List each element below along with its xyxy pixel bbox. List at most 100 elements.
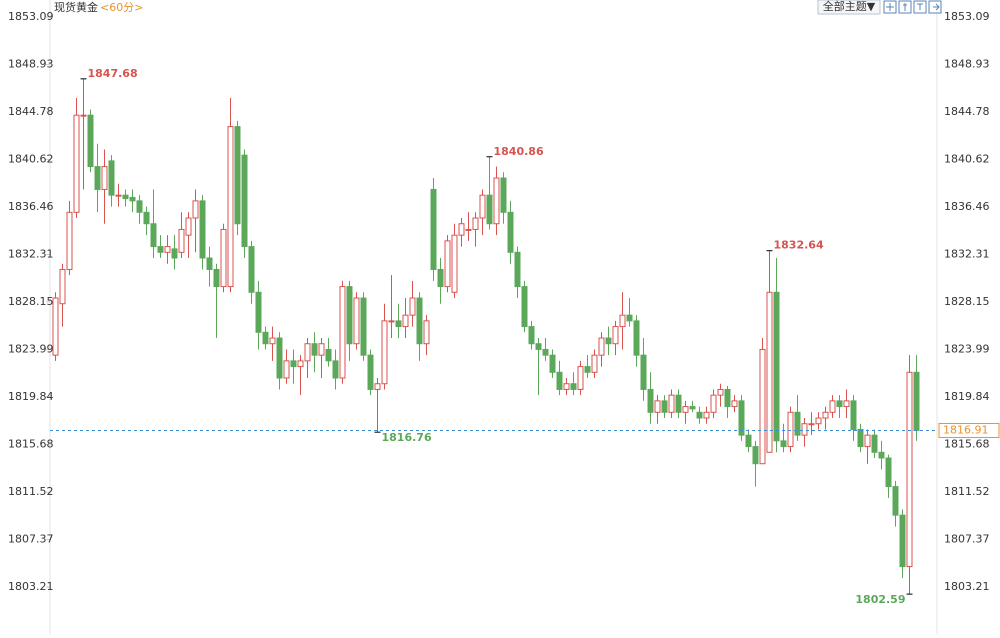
candle-body xyxy=(290,360,297,368)
candle-body xyxy=(598,337,605,356)
theme-button-label[interactable]: 全部主题▼ xyxy=(823,0,876,13)
candle-body xyxy=(199,200,206,259)
candle-body xyxy=(850,400,857,430)
y-tick-label-right: 1811.52 xyxy=(944,485,990,498)
candle-body xyxy=(108,160,115,196)
candle-body xyxy=(829,400,836,413)
y-tick-label: 1836.46 xyxy=(8,200,54,213)
annotation-label: 1840.86 xyxy=(494,145,544,158)
candle-body xyxy=(220,228,227,288)
candle-body xyxy=(535,343,542,350)
toolbar-icons[interactable] xyxy=(883,0,942,14)
annotation-label: 1847.68 xyxy=(88,67,138,80)
candle-body xyxy=(451,234,458,293)
candle-body xyxy=(458,223,465,236)
candle-body xyxy=(808,423,815,426)
candle-body xyxy=(514,251,521,288)
candle-body xyxy=(640,354,647,390)
y-tick-label-right: 1828.15 xyxy=(944,295,990,308)
candle-body xyxy=(367,354,374,390)
candle-body xyxy=(528,326,535,345)
candle-body xyxy=(192,200,199,219)
y-tick-label-right: 1848.93 xyxy=(944,58,990,71)
candle-body xyxy=(437,268,444,288)
candle-body xyxy=(353,297,360,345)
candle-body xyxy=(297,360,304,368)
candle-body xyxy=(269,337,276,345)
candle-body xyxy=(787,411,794,448)
candle-body xyxy=(689,406,696,410)
y-tick-label: 1803.21 xyxy=(8,580,54,593)
candle-body xyxy=(395,320,402,328)
candle-body xyxy=(402,314,409,328)
y-tick-label: 1844.78 xyxy=(8,105,54,118)
candle-body xyxy=(654,400,661,413)
candle-body xyxy=(605,337,612,345)
candle-body xyxy=(241,154,248,248)
y-tick-label: 1853.09 xyxy=(8,10,54,23)
candle-body xyxy=(87,114,94,168)
last-price-tag-box xyxy=(938,422,1000,438)
candle-body xyxy=(612,326,619,345)
candle-body xyxy=(157,246,164,253)
candle-body xyxy=(409,297,416,316)
candle-body xyxy=(766,291,773,453)
candle-body xyxy=(780,440,787,448)
y-tick-label-right: 1815.68 xyxy=(944,438,990,451)
y-tick-label: 1823.99 xyxy=(8,343,54,356)
candle-body xyxy=(486,194,493,225)
candle-body xyxy=(80,114,87,117)
candle-body xyxy=(549,354,556,373)
candle-body xyxy=(570,383,577,390)
theme-button[interactable] xyxy=(817,0,881,15)
candle-body xyxy=(339,286,346,379)
candle-body xyxy=(171,248,178,259)
candle-body xyxy=(836,400,843,408)
candle-body xyxy=(731,400,738,408)
candle-body xyxy=(59,268,66,305)
candle-body xyxy=(444,240,451,288)
y-tick-label-right: 1836.46 xyxy=(944,200,990,213)
candle-body xyxy=(738,400,745,436)
candle-body xyxy=(843,400,850,408)
candle-body xyxy=(878,451,885,459)
symbol: 现货黄金 xyxy=(54,0,98,14)
candle-body xyxy=(591,354,598,373)
annotation-label: 1802.59 xyxy=(855,593,905,606)
candle-body xyxy=(871,434,878,453)
candle-body xyxy=(521,286,528,328)
candle-body xyxy=(66,211,73,270)
annotation-label: 1832.64 xyxy=(774,239,824,252)
candle-body xyxy=(388,320,395,323)
candle-body xyxy=(668,394,675,413)
candle-body xyxy=(346,286,353,345)
candle-body xyxy=(507,211,514,253)
y-tick-label-right: 1807.37 xyxy=(944,532,990,545)
candle-body xyxy=(283,360,290,379)
candle-body xyxy=(885,457,892,488)
y-tick-label-right: 1844.78 xyxy=(944,105,990,118)
candle-body xyxy=(822,411,829,419)
y-tick-label: 1828.15 xyxy=(8,295,54,308)
annotation-label: 1816.76 xyxy=(382,431,432,444)
period[interactable]: <60分> xyxy=(100,1,143,14)
candle-body xyxy=(752,446,759,465)
candle-body xyxy=(143,211,150,225)
candle-body xyxy=(276,337,283,379)
y-tick-label: 1819.84 xyxy=(8,390,54,403)
last-price-tag: 1816.91 xyxy=(943,423,989,436)
candle-body xyxy=(374,383,381,390)
candle-body xyxy=(661,400,668,413)
candle-body xyxy=(892,486,899,516)
candle-body xyxy=(717,388,724,396)
candle-body xyxy=(864,434,871,448)
candle-body xyxy=(759,348,766,465)
candle-body xyxy=(724,388,731,408)
y-tick-label: 1807.37 xyxy=(8,532,54,545)
candle-body xyxy=(416,297,423,345)
candle-body xyxy=(248,246,255,293)
candle-body xyxy=(675,394,682,413)
y-tick-label-right: 1832.31 xyxy=(944,247,990,260)
candle-body xyxy=(472,217,479,230)
